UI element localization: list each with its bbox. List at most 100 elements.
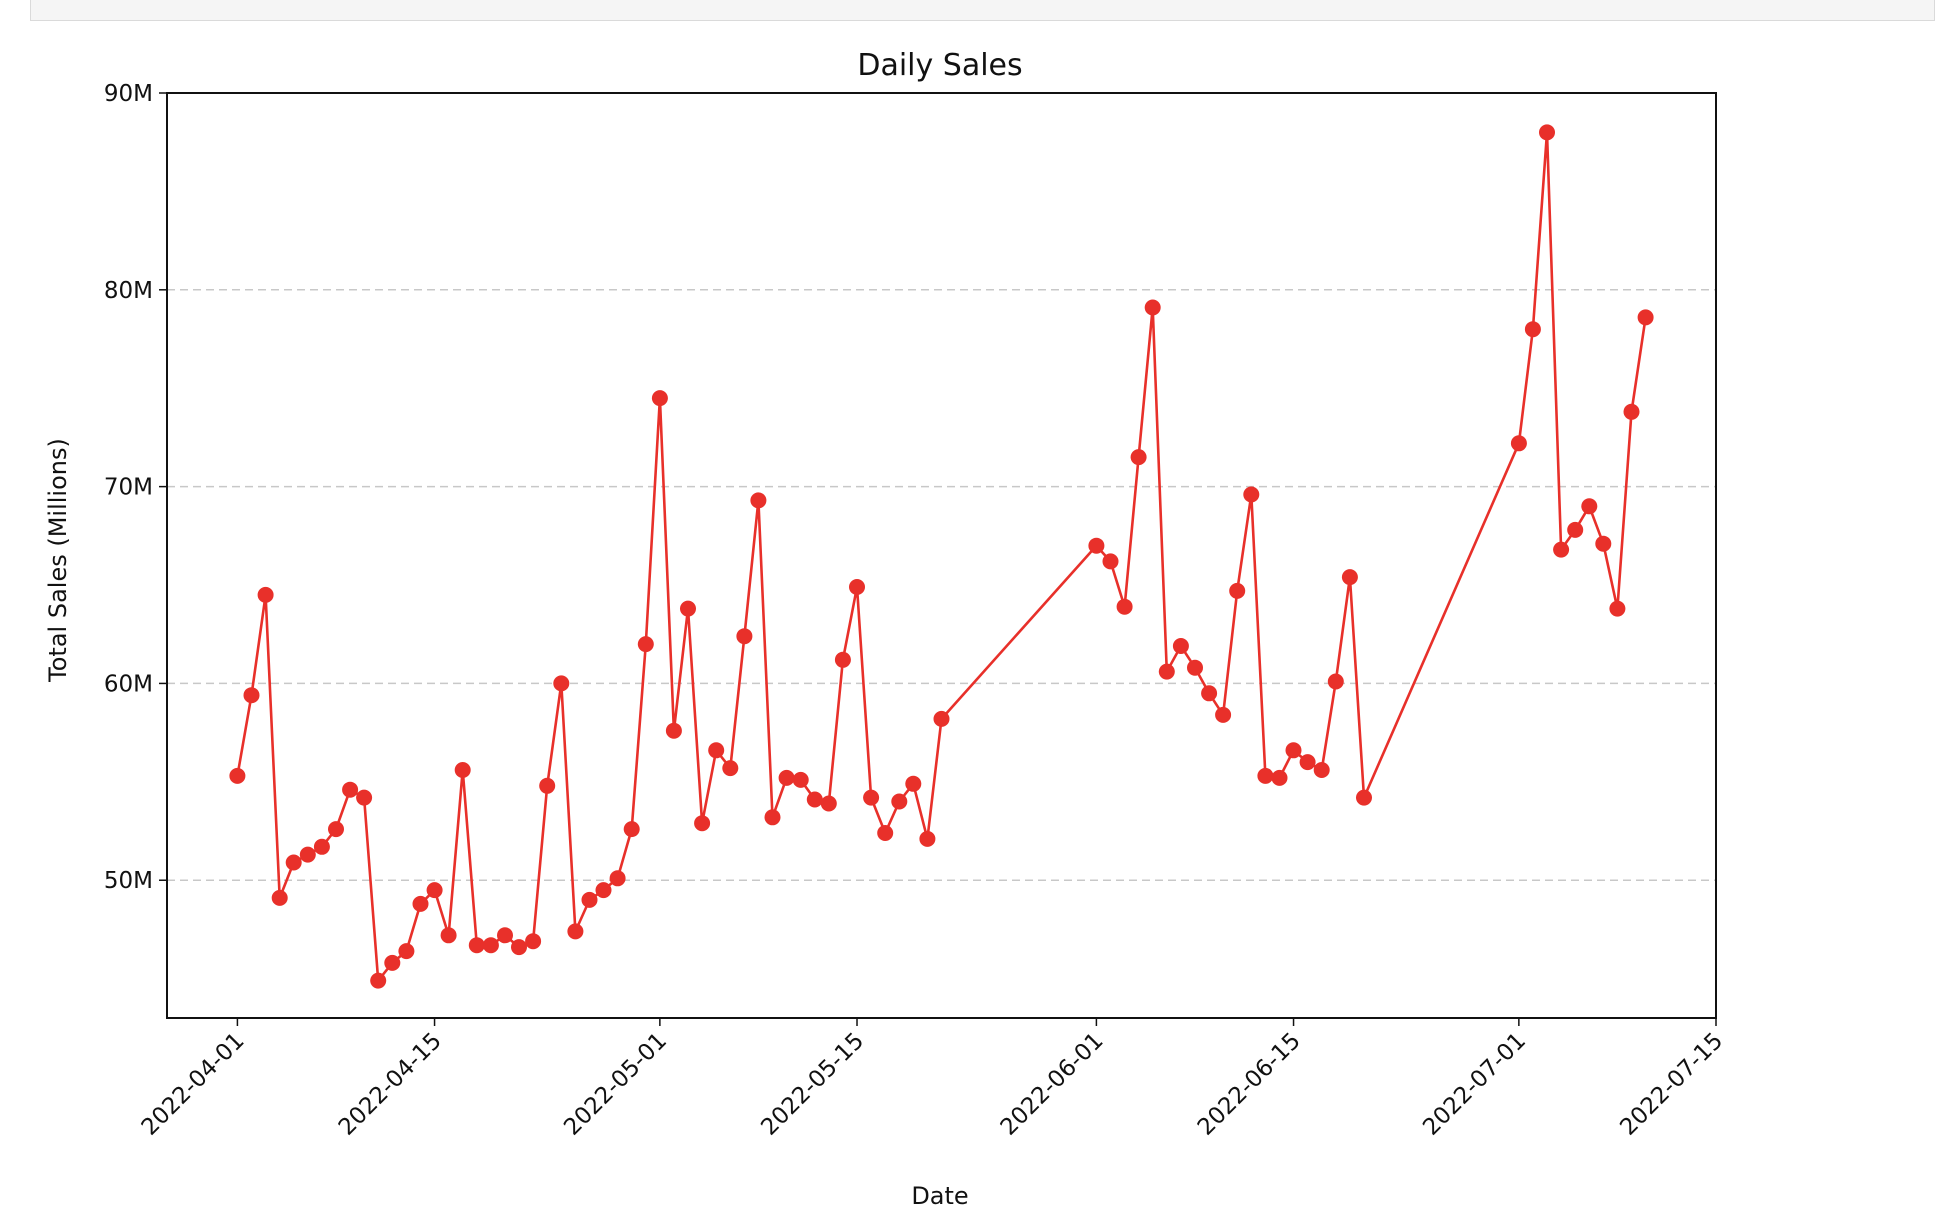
data-point [680, 600, 696, 617]
data-point [1187, 659, 1203, 676]
data-point [736, 628, 753, 645]
data-point [398, 943, 415, 960]
data-point [1201, 685, 1218, 702]
y-tick-label: 70M [104, 475, 153, 501]
data-point [1524, 321, 1541, 338]
data-point [1243, 486, 1260, 503]
data-point [1158, 663, 1175, 680]
data-point [370, 972, 387, 989]
y-tick-label: 50M [104, 868, 153, 894]
data-point [1285, 742, 1302, 759]
data-point [792, 771, 809, 788]
data-point [1553, 541, 1570, 558]
data-point [1144, 299, 1161, 316]
data-point [468, 937, 485, 954]
data-point [933, 710, 950, 727]
data-point [1356, 789, 1372, 806]
data-point [1088, 537, 1105, 554]
data-point [1229, 582, 1246, 599]
data-point [1609, 600, 1626, 617]
data-point [1595, 535, 1612, 552]
data-point [1257, 767, 1274, 784]
data-point [299, 846, 316, 863]
x-axis-title: Date [911, 1182, 968, 1210]
x-tick-label: 2022-04-15 [334, 1028, 447, 1141]
x-tick-label: 2022-04-01 [137, 1028, 250, 1141]
data-point [891, 793, 908, 810]
data-point [1116, 598, 1133, 615]
data-point [764, 809, 781, 826]
data-point [1341, 569, 1358, 586]
data-point [271, 889, 288, 906]
x-tick-label: 2022-06-01 [996, 1028, 1109, 1141]
x-tick-label: 2022-07-01 [1418, 1028, 1531, 1141]
data-point [328, 821, 344, 838]
chart-title: Daily Sales [857, 48, 1022, 83]
data-point [313, 838, 330, 855]
data-point [567, 923, 584, 940]
data-point [595, 882, 612, 899]
x-tick-label: 2022-05-15 [756, 1028, 869, 1141]
y-axis-ticks: 50M 60M 70M 80M 90M [104, 81, 167, 894]
y-axis-title: Total Sales (Millions) [44, 438, 72, 683]
series-points [229, 124, 1654, 989]
data-point [623, 821, 640, 838]
data-point [1172, 638, 1189, 654]
y-tick-label: 90M [104, 81, 153, 107]
data-point [665, 722, 682, 739]
data-point [722, 760, 739, 777]
data-point [1130, 449, 1147, 466]
data-point [651, 390, 668, 407]
data-point [1313, 762, 1330, 778]
data-point [285, 854, 302, 871]
data-point [412, 895, 429, 912]
data-point [905, 775, 922, 792]
data-point [581, 891, 598, 908]
data-point [356, 789, 373, 806]
data-point [778, 769, 795, 786]
data-point [1581, 498, 1598, 515]
data-point [1510, 435, 1527, 452]
data-point [243, 687, 260, 704]
data-point [1271, 769, 1288, 786]
x-axis-ticks: 2022-04-01 2022-04-15 2022-05-01 2022-05-15… [137, 1018, 1728, 1141]
data-point [820, 795, 837, 812]
data-point [525, 933, 542, 950]
data-point [257, 586, 274, 603]
y-tick-label: 60M [104, 671, 153, 697]
data-point [609, 870, 626, 887]
data-point [637, 636, 654, 653]
data-point [877, 825, 894, 841]
data-point [1215, 706, 1232, 723]
x-tick-label: 2022-06-15 [1193, 1028, 1306, 1141]
x-tick-label: 2022-07-15 [1615, 1028, 1728, 1141]
data-point [1539, 124, 1555, 141]
data-point [229, 767, 246, 784]
data-point [1637, 309, 1654, 326]
data-point [750, 492, 767, 509]
data-point [440, 927, 457, 944]
data-point [539, 777, 556, 794]
data-point [806, 791, 823, 808]
x-tick-label: 2022-05-01 [559, 1028, 672, 1141]
y-gridlines [167, 92, 1716, 881]
data-point [1299, 754, 1316, 771]
data-point [454, 762, 471, 778]
data-point [497, 927, 513, 944]
data-point [863, 789, 880, 806]
data-point [849, 579, 865, 595]
data-point [384, 954, 401, 971]
data-point [553, 675, 570, 692]
data-point [1567, 521, 1584, 538]
data-point [1327, 673, 1344, 690]
data-point [1102, 553, 1119, 570]
data-point [482, 937, 499, 954]
data-point [426, 882, 443, 899]
data-point [511, 939, 527, 956]
data-point [342, 781, 359, 798]
plot-frame [166, 92, 1717, 1019]
y-tick-label: 80M [104, 278, 153, 304]
data-point [1623, 403, 1640, 420]
data-point [919, 830, 936, 847]
